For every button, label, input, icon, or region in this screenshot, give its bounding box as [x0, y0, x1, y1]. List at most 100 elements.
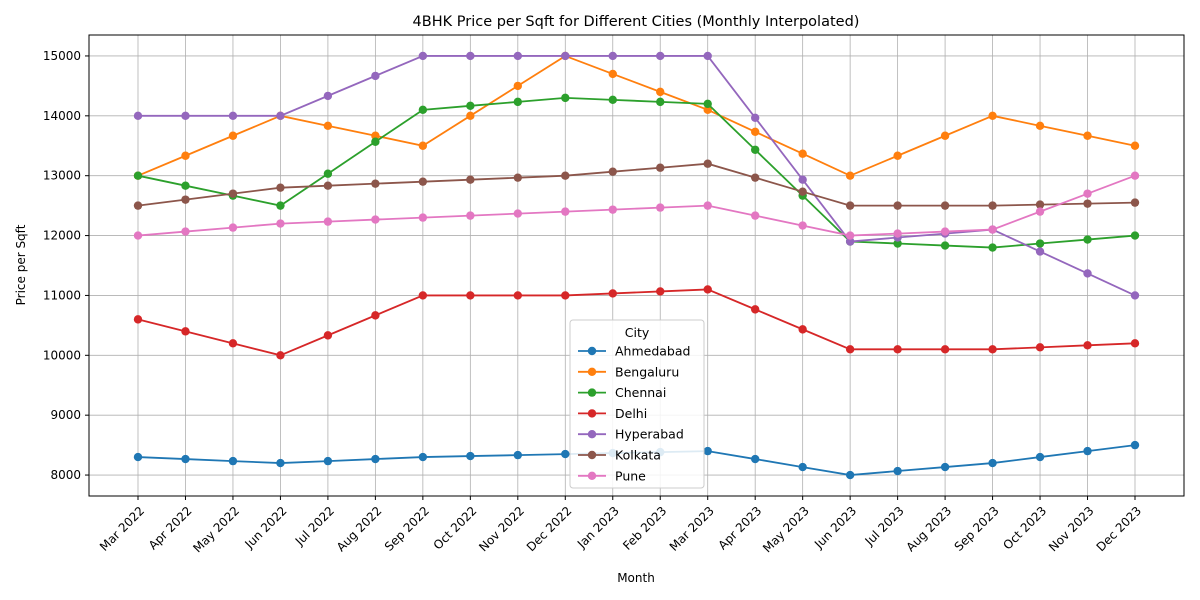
data-point — [323, 181, 333, 190]
plot-frame — [88, 34, 1185, 497]
data-point — [323, 91, 333, 101]
data-point — [1035, 452, 1045, 462]
data-point — [845, 345, 855, 354]
data-point — [276, 351, 285, 360]
legend-marker — [587, 409, 597, 418]
data-point — [988, 458, 997, 468]
data-point — [371, 454, 380, 464]
data-point — [323, 456, 333, 466]
data-point — [466, 101, 475, 111]
data-point — [988, 243, 997, 252]
data-point — [608, 205, 617, 214]
data-point — [513, 291, 523, 300]
data-point — [1083, 446, 1092, 456]
data-point — [656, 51, 665, 61]
data-point — [1083, 131, 1092, 140]
legend-box — [569, 319, 705, 489]
data-point — [276, 183, 285, 192]
data-point — [988, 111, 997, 121]
data-point — [608, 69, 617, 79]
data-point — [750, 127, 760, 137]
legend-entry-delhi: Delhi — [578, 406, 647, 421]
data-point — [940, 241, 950, 250]
legend-entry-hyperabad: Hyperabad — [578, 427, 684, 442]
data-point — [418, 452, 428, 462]
data-point — [940, 227, 950, 236]
data-point — [656, 287, 665, 296]
data-point — [276, 201, 285, 210]
legend-marker — [587, 388, 597, 397]
data-point — [845, 171, 855, 180]
data-point — [1130, 440, 1140, 450]
data-point — [466, 211, 475, 220]
data-point — [1035, 207, 1045, 216]
data-point — [1083, 341, 1092, 350]
data-point — [750, 211, 760, 220]
data-point — [466, 111, 475, 121]
data-point — [228, 189, 238, 198]
data-point — [798, 462, 807, 472]
legend-entry-chennai: Chennai — [578, 385, 666, 400]
data-point — [608, 95, 617, 105]
data-point — [323, 331, 333, 340]
data-point — [228, 223, 238, 232]
data-point — [323, 217, 333, 226]
data-point — [181, 181, 190, 190]
data-point — [798, 175, 807, 184]
data-point — [181, 227, 190, 236]
data-point — [561, 51, 570, 61]
data-point — [893, 151, 902, 160]
data-point — [1083, 199, 1092, 208]
data-point — [798, 325, 807, 334]
data-point — [940, 462, 950, 472]
data-point — [561, 449, 570, 459]
data-point — [276, 458, 285, 468]
legend-label: Kolkata — [615, 448, 661, 463]
data-point — [988, 225, 997, 234]
data-point — [228, 111, 238, 121]
data-point — [703, 201, 712, 210]
data-point — [703, 51, 712, 61]
data-point — [703, 285, 712, 294]
y-tick-label: 8000 — [50, 468, 81, 482]
data-point — [893, 345, 902, 354]
data-point — [656, 163, 665, 172]
series-group — [133, 51, 1140, 480]
data-point — [418, 291, 428, 300]
data-point — [466, 175, 475, 184]
series-line — [137, 96, 1136, 249]
data-point — [1130, 198, 1140, 207]
data-point — [513, 209, 523, 218]
data-point — [750, 173, 760, 182]
data-point — [466, 51, 475, 61]
data-point — [133, 315, 143, 324]
y-tick-label: 13000 — [43, 169, 81, 183]
legend-entry-ahmedabad: Ahmedabad — [578, 344, 690, 359]
series-pune — [133, 171, 1140, 240]
data-point — [371, 179, 380, 188]
legend-marker — [587, 471, 597, 480]
data-point — [1130, 171, 1140, 180]
series-line — [137, 162, 1136, 207]
data-point — [561, 207, 570, 216]
legend-label: Hyperabad — [615, 427, 684, 442]
series-delhi — [133, 285, 1140, 360]
data-point — [1035, 200, 1045, 209]
data-point — [181, 195, 190, 204]
data-point — [133, 452, 143, 462]
data-point — [323, 121, 333, 131]
data-point — [893, 229, 902, 238]
data-point — [513, 173, 523, 182]
data-point — [893, 466, 902, 476]
data-point — [1130, 141, 1140, 150]
data-point — [1035, 247, 1045, 256]
data-point — [608, 289, 617, 298]
series-line — [138, 55, 1136, 297]
series-line — [137, 54, 1136, 177]
data-point — [656, 87, 665, 97]
data-point — [418, 105, 428, 115]
data-point — [561, 171, 570, 180]
data-point — [133, 201, 143, 210]
data-point — [513, 51, 523, 61]
data-point — [750, 454, 760, 464]
